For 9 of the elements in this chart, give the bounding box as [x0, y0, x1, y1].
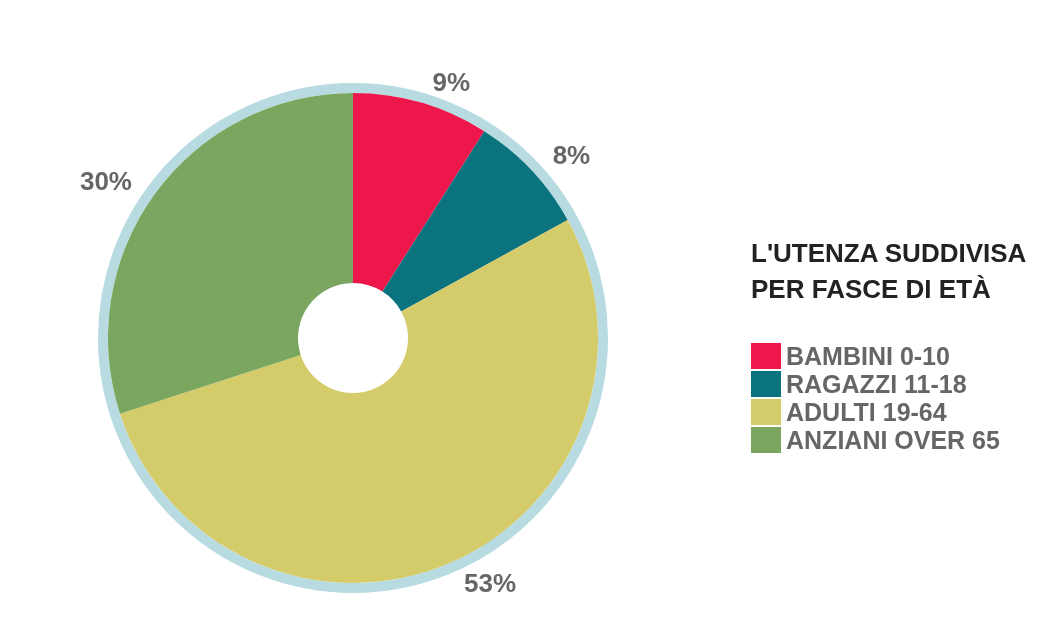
data-label: 8%: [552, 140, 591, 171]
data-label: 53%: [464, 568, 517, 599]
legend-label: ADULTI 19-64: [786, 398, 947, 426]
legend-label: RAGAZZI 11-18: [786, 370, 967, 398]
legend-label: ANZIANI OVER 65: [786, 426, 1001, 454]
legend-title: L'UTENZA SUDDIVISA PER FASCE DI ETÀ: [751, 238, 1027, 304]
data-label: 30%: [79, 166, 132, 197]
data-label: 9%: [432, 66, 471, 97]
legend-label: BAMBINI 0-10: [786, 342, 950, 370]
